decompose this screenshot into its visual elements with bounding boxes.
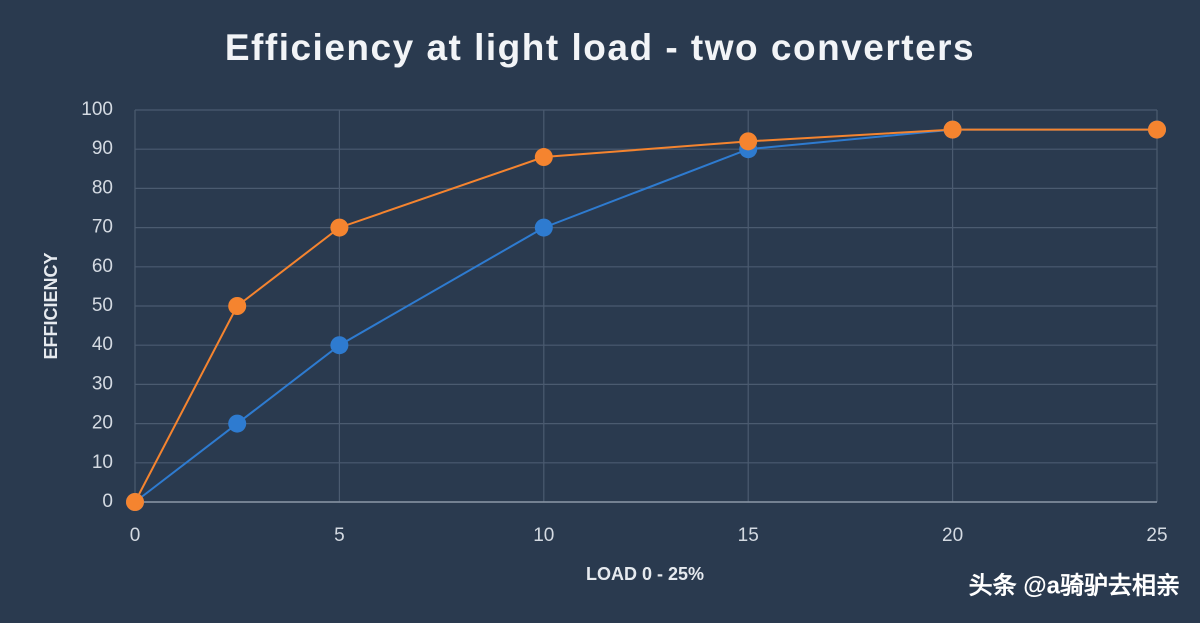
data-point: [534, 218, 553, 237]
x-tick-label: 25: [1146, 525, 1167, 546]
data-point: [228, 297, 247, 315]
x-tick-label: 0: [130, 525, 141, 546]
data-point: [228, 414, 247, 433]
y-tick-label: 50: [92, 295, 113, 316]
y-tick-label: 80: [92, 177, 113, 198]
data-point: [943, 120, 962, 139]
y-tick-label: 0: [102, 491, 113, 512]
y-tick-label: 60: [92, 256, 113, 277]
data-point: [330, 218, 349, 237]
data-point: [534, 148, 553, 167]
x-tick-label: 5: [334, 525, 345, 546]
data-point: [739, 132, 758, 151]
y-tick-label: 20: [92, 413, 113, 434]
y-axis-label: EFFICIENCY: [41, 252, 61, 359]
data-point: [1148, 120, 1166, 139]
y-tick-label: 70: [92, 217, 113, 238]
y-tick-label: 100: [81, 99, 113, 120]
watermark: 头条 @a骑驴去相亲: [969, 571, 1180, 599]
y-tick-label: 30: [92, 373, 113, 394]
y-tick-label: 90: [92, 138, 113, 159]
y-tick-label: 10: [92, 452, 113, 473]
x-axis-label: LOAD 0 - 25%: [586, 564, 704, 584]
x-tick-label: 15: [738, 525, 759, 546]
data-point: [330, 336, 349, 355]
x-tick-label: 20: [942, 525, 963, 546]
data-point: [126, 493, 144, 511]
x-tick-label: 10: [533, 525, 554, 546]
chart-title: Efficiency at light load - two converter…: [225, 27, 975, 68]
y-tick-label: 40: [92, 334, 113, 355]
